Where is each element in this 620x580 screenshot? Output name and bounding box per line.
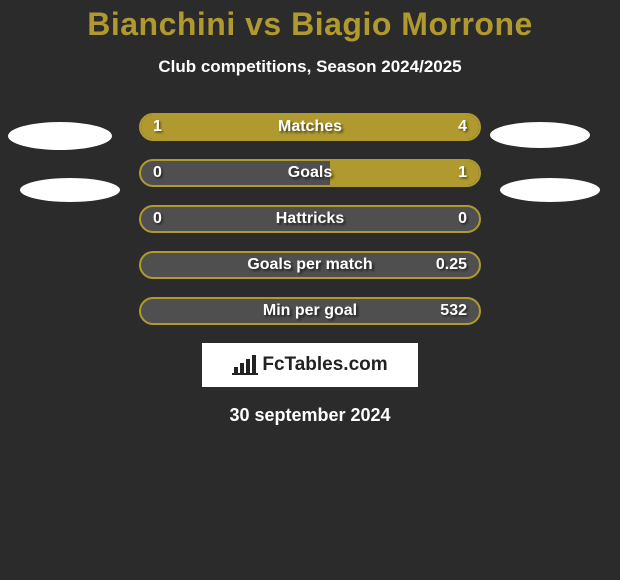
bar-row-goals-per-match: 0.25 Goals per match [139,251,481,279]
comparison-bars: 1 4 Matches 0 1 Goals 0 0 Hattricks 0.25… [139,113,481,325]
player-right-portrait-row-0 [490,122,590,148]
bar-label: Goals per match [141,253,479,277]
bar-chart-icon [232,355,258,375]
page-subtitle: Club competitions, Season 2024/2025 [0,57,620,77]
player-left-portrait-row-0 [8,122,112,150]
bar-row-goals: 0 1 Goals [139,159,481,187]
player-left-portrait-row-1 [20,178,120,202]
bar-row-min-per-goal: 532 Min per goal [139,297,481,325]
comparison-infographic: Bianchini vs Biagio Morrone Club competi… [0,0,620,580]
generated-date: 30 september 2024 [0,405,620,426]
bar-label: Goals [141,161,479,185]
bar-label: Hattricks [141,207,479,231]
brand-box: FcTables.com [202,343,418,387]
brand-text: FcTables.com [262,354,387,376]
bar-label: Min per goal [141,299,479,323]
bar-label: Matches [141,115,479,139]
bar-row-hattricks: 0 0 Hattricks [139,205,481,233]
page-title: Bianchini vs Biagio Morrone [0,0,620,43]
player-right-portrait-row-1 [500,178,600,202]
bar-row-matches: 1 4 Matches [139,113,481,141]
